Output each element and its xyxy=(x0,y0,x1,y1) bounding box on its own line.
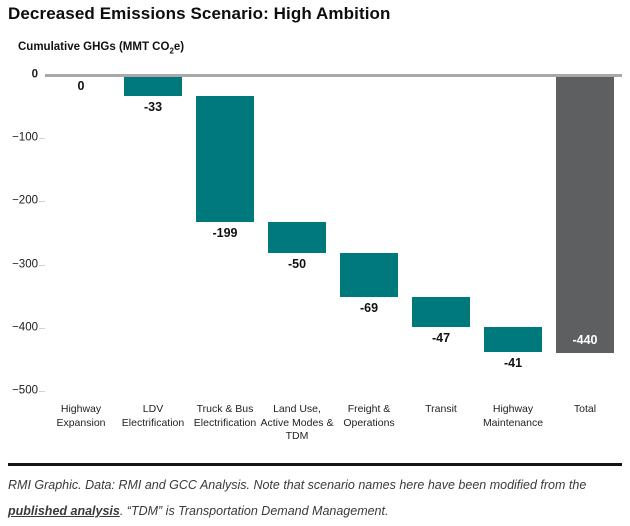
published-analysis-link[interactable]: published analysis xyxy=(8,504,120,518)
waterfall-total-bar xyxy=(556,75,614,354)
y-axis-tick-label: −500 xyxy=(12,384,38,397)
bar-value-label: -33 xyxy=(143,99,163,114)
bar-value-label: 0 xyxy=(77,79,85,93)
total-value-label: -440 xyxy=(572,333,598,348)
y-axis-tick-mark xyxy=(39,138,45,140)
bar-value-label: -50 xyxy=(287,257,307,272)
y-axis-tick-mark xyxy=(39,201,45,203)
bar-value-label: -47 xyxy=(431,330,451,345)
y-axis-tick-label: −300 xyxy=(12,257,38,270)
bar-value-label: -199 xyxy=(212,225,238,240)
waterfall-step-bar xyxy=(196,95,254,222)
y-axis-tick-label: 0 xyxy=(31,68,38,81)
x-axis-label: Highway Expansion xyxy=(56,403,106,429)
bar-value-label: -69 xyxy=(359,300,379,315)
y-axis-tick-label: −400 xyxy=(12,321,38,334)
y-axis-title-suffix: e) xyxy=(173,41,185,53)
x-axis-label: Total xyxy=(573,403,597,415)
y-axis-title-subscript: 2 xyxy=(169,46,174,56)
footer-text: RMI Graphic. Data: RMI and GCC Analysis.… xyxy=(8,472,622,524)
waterfall-step-bar xyxy=(124,75,182,96)
footer-text-before-link: RMI Graphic. Data: RMI and GCC Analysis.… xyxy=(8,478,587,492)
footer-note: RMI Graphic. Data: RMI and GCC Analysis.… xyxy=(8,463,622,524)
waterfall-chart: 0 −100 −200 −300 −400 −500 0 -33 -199 -50 -69 -47 -4… xyxy=(0,68,630,460)
x-axis-label: Truck & Bus Electrification xyxy=(193,403,257,429)
waterfall-step-bar xyxy=(268,221,326,254)
x-axis-label: Land Use, Active Modes & TDM xyxy=(260,403,334,443)
y-axis-title: Cumulative GHGs (MMT CO2e) xyxy=(18,41,184,55)
bar-value-label: -41 xyxy=(503,356,523,371)
footer-divider xyxy=(8,463,622,466)
waterfall-step-bar xyxy=(484,326,542,353)
waterfall-step-bar xyxy=(340,253,398,297)
x-axis-label: Freight & Operations xyxy=(343,403,395,429)
y-axis-tick-mark xyxy=(39,264,45,266)
waterfall-step-bar xyxy=(412,296,470,327)
x-axis-label: Highway Maintenance xyxy=(482,403,544,429)
y-axis-tick-label: −200 xyxy=(12,194,38,207)
chart-title: Decreased Emissions Scenario: High Ambit… xyxy=(8,4,391,23)
y-axis-tick-mark xyxy=(39,391,45,392)
footer-text-after-link: . “TDM” is Transportation Demand Managem… xyxy=(119,504,389,518)
x-axis-label: Transit xyxy=(425,403,457,415)
zero-gridline xyxy=(45,74,622,77)
x-axis-label: LDV Electrification xyxy=(121,403,185,429)
y-axis-title-text: Cumulative GHGs (MMT CO xyxy=(18,41,170,53)
y-axis-tick-label: −100 xyxy=(12,131,38,144)
y-axis-tick-mark xyxy=(39,327,45,329)
